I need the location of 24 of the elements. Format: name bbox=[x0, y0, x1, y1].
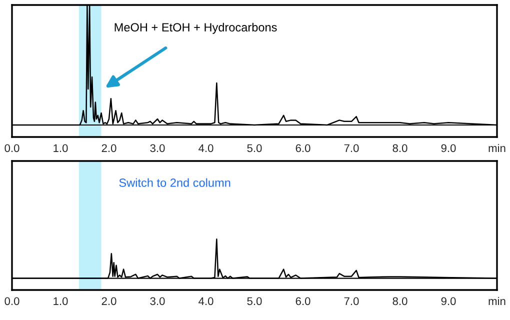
x-tick-label: 5.0 bbox=[247, 144, 262, 152]
x-tick-label: 4.0 bbox=[198, 144, 214, 152]
x-tick-label: 5.0 bbox=[247, 297, 262, 306]
x-tick-label: 2.0 bbox=[102, 297, 116, 306]
x-tick-label: 3.0 bbox=[150, 297, 165, 306]
x-tick-label: 3.0 bbox=[150, 144, 165, 152]
x-tick-label: min bbox=[488, 144, 506, 152]
annotation: MeOH + EtOH + Hydrocarbons bbox=[114, 22, 277, 34]
x-tick-label: 9.0 bbox=[441, 144, 456, 152]
x-tick-label: 2.0 bbox=[102, 144, 116, 152]
x-tick-label: 8.0 bbox=[392, 297, 408, 306]
x-tick-label: 7.0 bbox=[344, 144, 359, 152]
x-tick-label: 0.0 bbox=[4, 297, 20, 306]
x-tick-label: 8.0 bbox=[392, 144, 408, 152]
x-tick-label: 9.0 bbox=[441, 297, 456, 306]
x-tick-label: 6.0 bbox=[296, 297, 310, 306]
x-tick-label: 6.0 bbox=[296, 144, 310, 152]
text: Switch to 2nd column bbox=[119, 178, 230, 187]
x-tick-label: 7.0 bbox=[344, 297, 359, 306]
x-tick-label: min bbox=[488, 296, 506, 305]
x-tick-label: 1.0 bbox=[54, 144, 68, 152]
x-tick-label: 0.0 bbox=[4, 144, 20, 152]
x-tick-label: 1.0 bbox=[54, 297, 68, 306]
x-tick-label: 4.0 bbox=[198, 297, 214, 306]
